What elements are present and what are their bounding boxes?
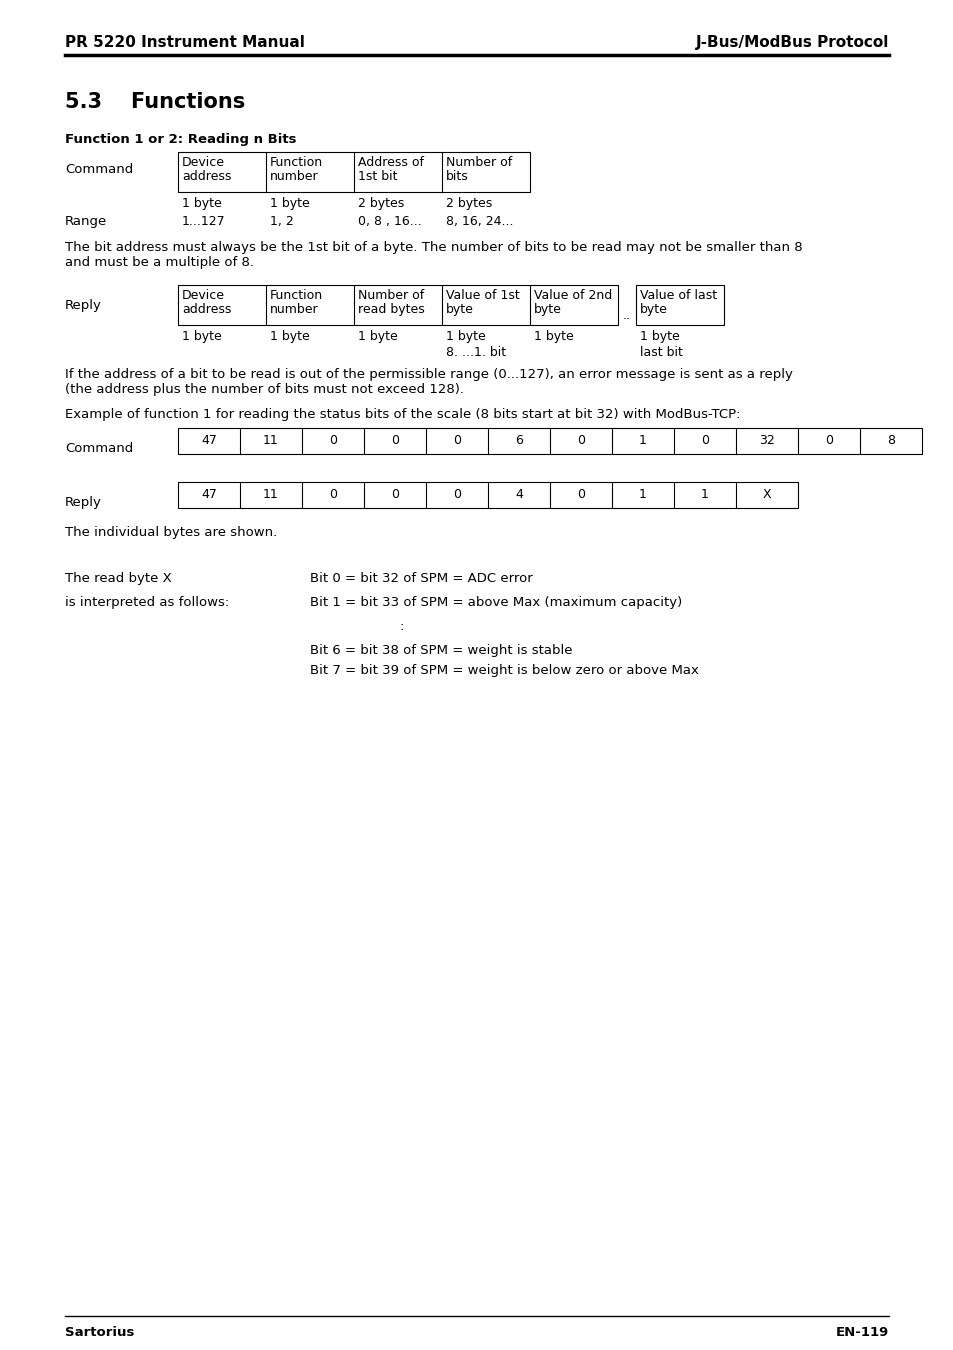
Text: 1 byte: 1 byte <box>357 329 397 343</box>
Text: 0: 0 <box>700 433 708 447</box>
Text: Example of function 1 for reading the status bits of the scale (8 bits start at : Example of function 1 for reading the st… <box>65 408 740 421</box>
Text: 47: 47 <box>201 433 216 447</box>
Text: 0: 0 <box>577 433 584 447</box>
Text: Function: Function <box>270 289 323 302</box>
Text: 47: 47 <box>201 487 216 501</box>
Text: Bit 7 = bit 39 of SPM = weight is below zero or above Max: Bit 7 = bit 39 of SPM = weight is below … <box>310 664 699 676</box>
Text: The individual bytes are shown.: The individual bytes are shown. <box>65 526 277 539</box>
Text: byte: byte <box>639 302 667 316</box>
Text: The bit address must always be the 1st bit of a byte. The number of bits to be r: The bit address must always be the 1st b… <box>65 242 801 269</box>
Text: Reply: Reply <box>65 495 102 509</box>
Text: Address of: Address of <box>357 157 423 169</box>
Text: Bit 6 = bit 38 of SPM = weight is stable: Bit 6 = bit 38 of SPM = weight is stable <box>310 644 572 657</box>
Text: 0: 0 <box>453 433 460 447</box>
Text: PR 5220 Instrument Manual: PR 5220 Instrument Manual <box>65 35 305 50</box>
Text: 0: 0 <box>824 433 832 447</box>
Text: The read byte X: The read byte X <box>65 572 172 585</box>
Text: 2 bytes: 2 bytes <box>446 197 492 211</box>
Text: Function 1 or 2: Reading n Bits: Function 1 or 2: Reading n Bits <box>65 134 296 146</box>
Bar <box>178 285 618 325</box>
Text: 1 byte: 1 byte <box>534 329 573 343</box>
Text: 0: 0 <box>391 487 398 501</box>
Text: 6: 6 <box>515 433 522 447</box>
Text: 5.3    Functions: 5.3 Functions <box>65 92 245 112</box>
Text: J-Bus/ModBus Protocol: J-Bus/ModBus Protocol <box>695 35 888 50</box>
Text: 1: 1 <box>639 433 646 447</box>
Text: 1...127: 1...127 <box>182 215 226 228</box>
Text: 8: 8 <box>886 433 894 447</box>
Bar <box>178 482 797 508</box>
Text: Command: Command <box>65 163 133 176</box>
Text: 1 byte: 1 byte <box>182 329 221 343</box>
Text: Bit 1 = bit 33 of SPM = above Max (maximum capacity): Bit 1 = bit 33 of SPM = above Max (maxim… <box>310 595 681 609</box>
Text: Number of: Number of <box>446 157 512 169</box>
Text: is interpreted as follows:: is interpreted as follows: <box>65 595 229 609</box>
Text: 8. ...1. bit: 8. ...1. bit <box>446 346 506 359</box>
Text: 2 bytes: 2 bytes <box>357 197 404 211</box>
Text: 1 byte: 1 byte <box>639 329 679 343</box>
Text: 1: 1 <box>700 487 708 501</box>
Text: Number of: Number of <box>357 289 424 302</box>
Text: 0: 0 <box>329 433 336 447</box>
Text: 1 byte: 1 byte <box>270 197 310 211</box>
Text: 32: 32 <box>759 433 774 447</box>
Text: 0: 0 <box>329 487 336 501</box>
Text: If the address of a bit to be read is out of the permissible range (0...127), an: If the address of a bit to be read is ou… <box>65 369 792 396</box>
Text: X: X <box>761 487 771 501</box>
Text: 1 byte: 1 byte <box>446 329 485 343</box>
Text: address: address <box>182 170 232 184</box>
Text: byte: byte <box>534 302 561 316</box>
Text: last bit: last bit <box>639 346 682 359</box>
Text: Value of 1st: Value of 1st <box>446 289 519 302</box>
Text: Bit 0 = bit 32 of SPM = ADC error: Bit 0 = bit 32 of SPM = ADC error <box>310 572 532 585</box>
Bar <box>178 153 530 192</box>
Text: 8, 16, 24...: 8, 16, 24... <box>446 215 513 228</box>
Text: 1, 2: 1, 2 <box>270 215 294 228</box>
Text: bits: bits <box>446 170 468 184</box>
Text: Value of 2nd: Value of 2nd <box>534 289 612 302</box>
Text: 0: 0 <box>453 487 460 501</box>
Text: read bytes: read bytes <box>357 302 424 316</box>
Text: 0: 0 <box>391 433 398 447</box>
Text: 0, 8 , 16...: 0, 8 , 16... <box>357 215 421 228</box>
Text: Reply: Reply <box>65 298 102 312</box>
Text: 11: 11 <box>263 433 278 447</box>
Text: 0: 0 <box>577 487 584 501</box>
Text: number: number <box>270 302 318 316</box>
Text: EN-119: EN-119 <box>835 1326 888 1339</box>
Text: Command: Command <box>65 441 133 455</box>
Text: Function: Function <box>270 157 323 169</box>
Text: Range: Range <box>65 215 107 228</box>
Text: ..: .. <box>622 309 630 323</box>
Text: 1 byte: 1 byte <box>182 197 221 211</box>
Text: number: number <box>270 170 318 184</box>
Bar <box>636 285 723 325</box>
Text: :: : <box>399 620 404 633</box>
Text: Value of last: Value of last <box>639 289 717 302</box>
Text: 11: 11 <box>263 487 278 501</box>
Text: 1: 1 <box>639 487 646 501</box>
Text: Sartorius: Sartorius <box>65 1326 134 1339</box>
Text: Device: Device <box>182 157 225 169</box>
Text: 4: 4 <box>515 487 522 501</box>
Text: byte: byte <box>446 302 474 316</box>
Bar <box>178 428 921 454</box>
Text: 1 byte: 1 byte <box>270 329 310 343</box>
Text: Device: Device <box>182 289 225 302</box>
Text: 1st bit: 1st bit <box>357 170 397 184</box>
Text: address: address <box>182 302 232 316</box>
